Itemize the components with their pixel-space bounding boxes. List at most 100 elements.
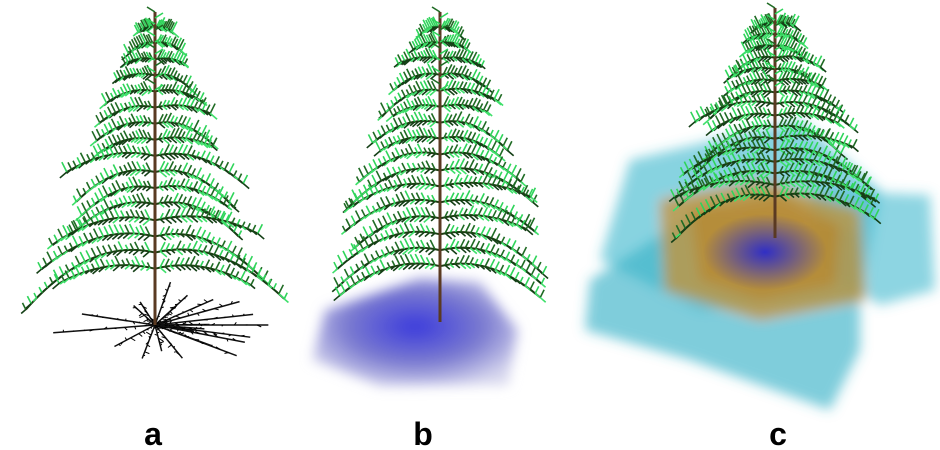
needle	[810, 55, 813, 62]
needle	[125, 103, 128, 108]
needle	[752, 62, 755, 68]
needle	[83, 188, 86, 193]
needle	[386, 151, 391, 160]
needle	[469, 72, 472, 77]
needle	[186, 206, 191, 216]
needle	[465, 69, 468, 76]
needle	[196, 227, 201, 237]
needle	[366, 206, 370, 214]
needle	[407, 69, 412, 78]
needle	[171, 97, 175, 105]
needle	[474, 208, 477, 215]
needle	[131, 85, 134, 91]
needle	[411, 115, 414, 122]
needle	[730, 113, 733, 119]
needle	[100, 259, 104, 267]
shadow-needle	[125, 338, 126, 341]
needle	[821, 111, 824, 116]
needle	[133, 177, 138, 187]
needle	[87, 201, 90, 208]
needle	[402, 55, 405, 61]
needle	[396, 194, 400, 202]
needle	[691, 112, 696, 121]
needle	[82, 267, 85, 272]
needle	[229, 163, 234, 172]
needle	[725, 70, 729, 78]
needle	[464, 130, 468, 138]
needle	[101, 205, 104, 211]
needle	[530, 218, 535, 227]
needle	[400, 241, 404, 249]
needle	[251, 279, 254, 285]
needle	[389, 180, 393, 187]
needle	[131, 114, 135, 123]
needle	[515, 272, 519, 279]
figure: a b c	[0, 0, 940, 450]
needle	[803, 37, 806, 44]
needle	[398, 118, 402, 125]
needle	[405, 223, 410, 232]
needle	[400, 225, 404, 233]
needle	[369, 226, 372, 233]
needle	[186, 118, 190, 127]
needle	[420, 224, 424, 232]
needle	[111, 103, 116, 112]
needle	[193, 241, 198, 250]
needle	[741, 106, 746, 115]
needle	[835, 132, 839, 140]
shadow-needle	[224, 353, 228, 354]
needle	[392, 152, 395, 158]
needle	[401, 149, 404, 155]
tree-shadow	[53, 282, 268, 358]
needle	[742, 120, 746, 128]
needle	[192, 150, 195, 156]
needle	[498, 94, 502, 101]
needle	[818, 76, 822, 84]
needle	[79, 236, 83, 243]
needle	[700, 106, 705, 115]
needle	[181, 179, 185, 187]
needle	[478, 208, 482, 216]
shadow-needle	[149, 336, 150, 338]
needle	[129, 118, 132, 123]
needle	[258, 224, 263, 233]
needle	[395, 255, 400, 265]
needle	[105, 139, 109, 147]
needle	[376, 251, 379, 258]
needle	[416, 193, 420, 200]
needle	[803, 44, 808, 48]
needle	[97, 246, 101, 255]
needle	[125, 225, 129, 234]
needle	[54, 235, 57, 242]
needle	[785, 29, 788, 34]
needle	[398, 55, 402, 63]
needle	[800, 106, 803, 113]
needle	[251, 285, 255, 289]
needle	[133, 195, 137, 202]
needle	[371, 254, 374, 260]
needle	[485, 150, 489, 158]
needle	[239, 231, 242, 237]
needle	[506, 252, 510, 259]
shadow-needle	[114, 328, 116, 329]
needle	[414, 112, 419, 121]
needle	[73, 161, 76, 167]
needle	[538, 262, 541, 269]
needle	[203, 245, 206, 251]
needle	[114, 72, 118, 79]
needle	[817, 101, 820, 106]
needle	[793, 43, 796, 50]
needle	[362, 210, 366, 217]
needle	[505, 265, 509, 274]
needle	[70, 243, 73, 249]
needle	[182, 116, 186, 124]
needle	[403, 117, 407, 124]
needle	[389, 137, 392, 144]
needle	[341, 231, 345, 234]
needle	[410, 254, 415, 263]
needle	[535, 293, 540, 297]
needle	[789, 93, 793, 102]
needle	[373, 159, 377, 167]
needle	[419, 112, 423, 121]
needle	[334, 277, 338, 286]
